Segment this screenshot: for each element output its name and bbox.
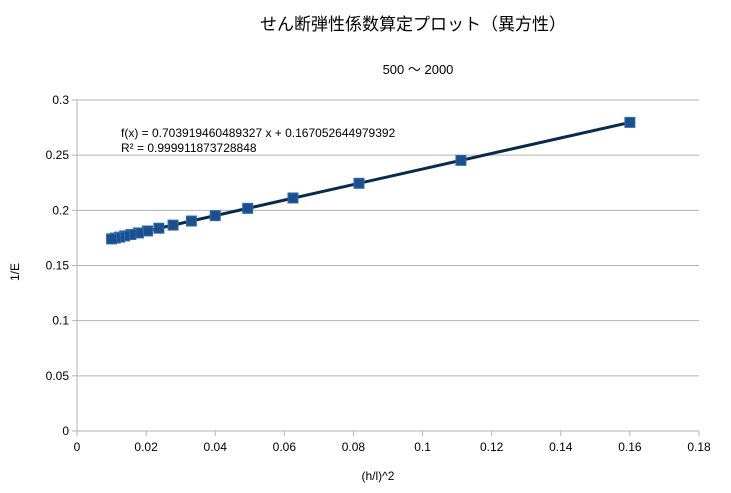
- data-point: [106, 233, 118, 245]
- data-point: [167, 219, 179, 231]
- x-tick-label: 0.04: [204, 440, 228, 454]
- x-axis-ticks: 0 0.02 0.04 0.06 0.08 0.1 0.12 0.14 0.16 0.18: [74, 431, 711, 454]
- x-tick-label: 0.12: [480, 440, 504, 454]
- x-tick-label: 0: [74, 440, 81, 454]
- y-tick-label: 0: [62, 424, 69, 438]
- data-point: [209, 210, 221, 222]
- x-tick-label: 0.14: [549, 440, 573, 454]
- trendline-r-squared: R² = 0.999911873728848: [121, 141, 257, 155]
- y-axis-label: 1/E: [8, 263, 22, 281]
- y-tick-label: 0.05: [46, 369, 70, 383]
- data-point: [455, 154, 467, 166]
- y-axis-ticks: 0 0.05 0.1 0.15 0.2 0.25 0.3: [46, 93, 77, 438]
- grid-lines: [77, 99, 699, 432]
- x-tick-label: 0.08: [342, 440, 366, 454]
- y-tick-label: 0.1: [52, 314, 69, 328]
- data-point: [153, 222, 165, 234]
- x-tick-label: 0.02: [134, 440, 158, 454]
- data-points: [106, 116, 636, 245]
- x-tick-label: 0.16: [618, 440, 642, 454]
- y-tick-label: 0.2: [52, 203, 69, 217]
- x-tick-label: 0.18: [687, 440, 711, 454]
- data-point: [185, 215, 197, 227]
- data-point: [242, 202, 254, 214]
- trendline: [111, 120, 631, 241]
- x-tick-label: 0.1: [414, 440, 431, 454]
- x-axis-label: (h/l)^2: [362, 469, 395, 483]
- trendline-equation: f(x) = 0.703919460489327 x + 0.167052644…: [121, 126, 396, 140]
- y-tick-label: 0.3: [52, 93, 69, 107]
- data-point: [624, 116, 636, 128]
- chart-title: せん断弾性係数算定プロット（異方性）: [260, 15, 566, 35]
- y-tick-label: 0.25: [46, 148, 70, 162]
- x-tick-label: 0.06: [273, 440, 297, 454]
- y-tick-label: 0.15: [46, 259, 70, 273]
- chart-subtitle: 500 〜 2000: [383, 62, 454, 77]
- data-point: [287, 192, 299, 204]
- data-point: [353, 177, 365, 189]
